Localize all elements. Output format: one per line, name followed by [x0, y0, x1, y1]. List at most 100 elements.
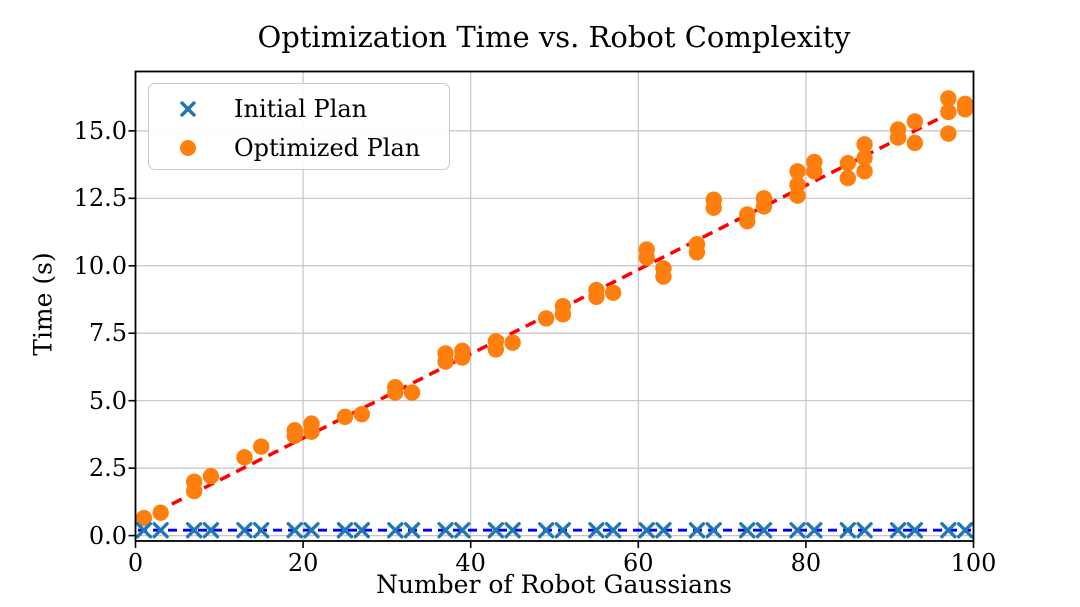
scatter-point-initial — [504, 522, 521, 539]
x-tick-label: 0 — [127, 549, 144, 577]
scatter-point-initial — [638, 522, 655, 539]
legend-item-optimized-plan: Optimized Plan — [149, 128, 449, 167]
legend-marker-wrap — [176, 99, 200, 119]
scatter-point-optimized — [856, 149, 873, 167]
legend-label-initial-plan: Initial Plan — [234, 94, 368, 123]
legend: Initial Plan Optimized Plan — [148, 83, 450, 170]
scatter-point-optimized — [906, 134, 924, 152]
scatter-point-initial — [186, 522, 203, 539]
scatter-point-initial — [487, 522, 504, 539]
scatter-point-optimized — [806, 153, 823, 171]
scatter-point-optimized — [688, 235, 706, 253]
scatter-point-optimized — [705, 191, 722, 208]
scatter-point-optimized — [588, 281, 605, 299]
scatter-point-optimized — [554, 298, 572, 315]
scatter-point-optimized — [956, 95, 974, 113]
scatter-point-initial — [353, 522, 370, 539]
scatter-point-optimized — [454, 342, 471, 359]
scatter-point-optimized — [303, 415, 320, 432]
scatter-point-optimized — [403, 384, 421, 401]
scatter-point-optimized — [755, 190, 773, 207]
scatter-point-initial — [906, 522, 923, 539]
scatter-point-optimized — [202, 468, 220, 485]
x-tick-label: 80 — [790, 549, 822, 577]
x-axis-label: Number of Robot Gaussians — [375, 570, 733, 599]
scatter-point-optimized — [336, 408, 354, 426]
chart-title: Optimization Time vs. Robot Complexity — [257, 20, 851, 54]
scatter-point-optimized — [638, 241, 655, 258]
scatter-point-initial — [554, 522, 572, 539]
y-tick-label: 2.5 — [88, 454, 127, 483]
scatter-point-optimized — [537, 310, 555, 327]
legend-item-initial-plan: Initial Plan — [149, 89, 449, 128]
scatter-point-optimized — [856, 163, 873, 180]
scatter-point-initial — [940, 522, 957, 539]
scatter-point-optimized — [253, 438, 270, 455]
scatter-point-optimized — [185, 473, 203, 490]
trend-line-optimized-plan-fit — [138, 101, 971, 522]
scatter-point-optimized — [655, 260, 672, 277]
scatter-point-initial — [387, 522, 404, 539]
x-tick-label: 40 — [455, 549, 486, 577]
scatter-point-optimized — [856, 136, 873, 153]
scatter-point-initial — [856, 522, 873, 539]
scatter-point-initial — [839, 522, 856, 539]
scatter-point-optimized — [604, 284, 622, 301]
scatter-point-optimized — [487, 333, 505, 350]
scatter-point-initial — [789, 522, 806, 539]
y-tick-label: 5.0 — [88, 386, 127, 415]
scatter-point-initial — [152, 522, 169, 539]
y-tick-label: 0.0 — [88, 521, 127, 550]
scatter-point-optimized — [789, 176, 806, 194]
scatter-point-initial — [739, 522, 756, 539]
scatter-point-optimized — [739, 206, 756, 223]
scatter-point-optimized — [940, 103, 957, 121]
scatter-point-optimized — [286, 422, 303, 439]
y-tick-label: 7.5 — [88, 319, 127, 348]
x-tick-label: 20 — [287, 549, 319, 577]
scatter-point-optimized — [789, 163, 806, 180]
circle-marker-icon — [180, 139, 196, 156]
scatter-point-initial — [588, 522, 605, 539]
scatter-point-initial — [286, 522, 303, 539]
scatter-point-initial — [135, 522, 153, 539]
legend-label-optimized-plan: Optimized Plan — [234, 133, 421, 162]
axes-frame — [134, 70, 975, 542]
y-tick-label: 12.5 — [73, 184, 127, 213]
x-tick-label: 100 — [950, 549, 997, 577]
scatter-point-optimized — [437, 345, 454, 362]
scatter-point-optimized — [839, 169, 856, 187]
x-marker-icon — [180, 100, 196, 117]
scatter-point-initial — [303, 522, 320, 539]
scatter-point-optimized — [906, 113, 924, 130]
scatter-point-initial — [236, 522, 253, 539]
scatter-point-optimized — [152, 504, 169, 521]
scatter-point-optimized — [353, 405, 370, 423]
scatter-point-initial — [202, 522, 220, 539]
scatter-point-optimized — [135, 509, 153, 527]
scatter-point-initial — [605, 522, 622, 539]
legend-marker-wrap — [176, 139, 200, 156]
scatter-point-initial — [403, 522, 421, 539]
y-tick-label: 15.0 — [73, 116, 127, 145]
scatter-point-optimized — [387, 378, 404, 396]
scatter-point-optimized — [236, 449, 253, 466]
x-tick-label: 60 — [623, 549, 654, 577]
scatter-point-optimized — [940, 90, 957, 107]
scatter-point-initial — [336, 522, 354, 539]
scatter-point-optimized — [940, 125, 957, 142]
scatter-point-initial — [705, 522, 722, 539]
scatter-point-optimized — [889, 121, 907, 138]
scatter-point-optimized — [839, 155, 856, 172]
scatter-point-initial — [454, 522, 471, 539]
scatter-point-optimized — [504, 334, 521, 351]
scatter-point-initial — [956, 522, 974, 539]
scatter-point-initial — [889, 522, 907, 539]
scatter-point-initial — [688, 522, 706, 539]
scatter-point-initial — [755, 522, 773, 539]
scatter-point-initial — [537, 522, 555, 539]
scatter-point-initial — [655, 522, 672, 539]
scatter-point-initial — [806, 522, 823, 539]
